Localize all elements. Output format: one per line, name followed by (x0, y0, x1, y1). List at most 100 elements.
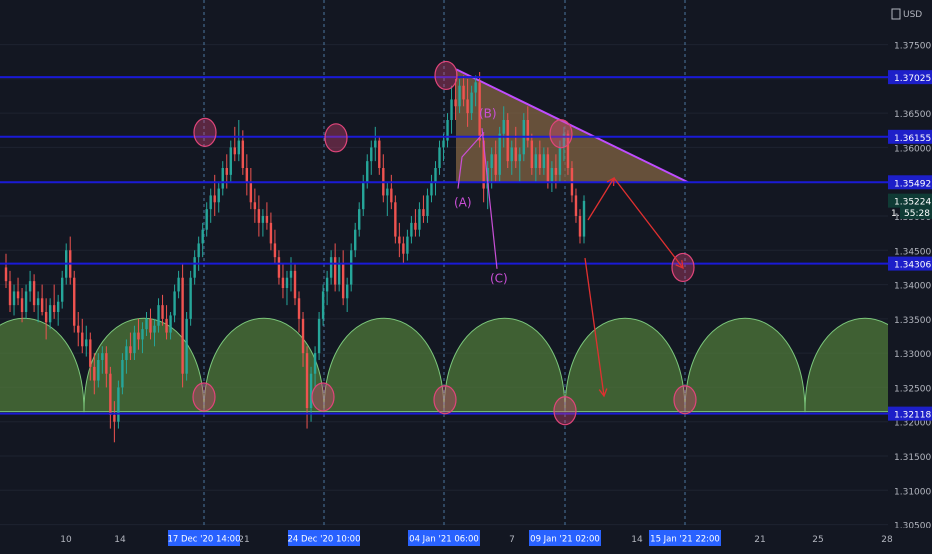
date-badge-label: 17 Dec '20 14:00 (167, 535, 240, 545)
candle (514, 147, 517, 162)
price-tick-label: 1.34500 (894, 247, 931, 257)
date-badge-label: 15 Jan '21 22:00 (650, 535, 720, 545)
candle (309, 373, 313, 408)
countdown-price-prefix: 1. (891, 209, 900, 219)
candle (60, 277, 64, 302)
candle (153, 325, 156, 333)
candle (502, 120, 505, 134)
time-tick-label: 25 (812, 535, 823, 545)
candle (201, 229, 204, 244)
projection-arrow-drop-head (598, 388, 608, 398)
highlight-marker (193, 117, 217, 147)
candle (558, 147, 562, 175)
candle (566, 133, 570, 168)
currency-label: USD (903, 10, 922, 20)
candle (478, 82, 481, 141)
level-price-badge (888, 129, 932, 144)
highlight-marker (433, 385, 457, 415)
candle (73, 277, 76, 326)
candle (333, 257, 337, 285)
candle (349, 250, 353, 285)
price-axis[interactable]: 1.375001.370001.365001.360001.355001.350… (888, 0, 932, 550)
level-price-badge (888, 406, 932, 421)
candle (149, 318, 152, 333)
level-price-badge (888, 256, 932, 271)
candle (490, 154, 493, 168)
triangle-resistance-line (455, 68, 689, 184)
currency-menu-icon[interactable] (891, 8, 901, 20)
candle (418, 209, 421, 230)
candle (370, 147, 373, 162)
candle (394, 202, 397, 237)
candle (530, 140, 534, 168)
cycle-arc (684, 317, 806, 413)
candle (133, 332, 136, 354)
candle (157, 305, 160, 326)
candle (93, 366, 96, 381)
candle (390, 188, 393, 203)
candle (28, 281, 32, 292)
date-badge (168, 530, 240, 546)
candle (562, 133, 566, 148)
cycle-arc (323, 317, 445, 413)
projection-arrow-up (587, 177, 615, 221)
date-badge (408, 530, 480, 546)
candle (24, 291, 28, 312)
candle (233, 147, 236, 155)
candle (44, 312, 48, 323)
candle (578, 216, 582, 237)
price-tick-label: 1.32000 (894, 419, 931, 429)
candle (169, 315, 172, 333)
current-price-badge (888, 193, 932, 208)
price-tick-label: 1.36000 (894, 144, 931, 154)
candle (257, 209, 261, 223)
highlight-marker (549, 119, 573, 149)
cycle-arc (0, 317, 85, 413)
cycle-arc (564, 317, 686, 413)
price-tick-label: 1.34000 (894, 282, 931, 292)
candle (574, 195, 578, 216)
candle (313, 353, 317, 374)
candle (329, 257, 333, 278)
candle (141, 329, 144, 340)
candle (470, 92, 473, 114)
candle (358, 209, 361, 230)
level-price-label: 1.34306 (894, 261, 931, 271)
candle (209, 195, 212, 210)
candle (354, 229, 357, 251)
candle (526, 120, 530, 141)
candle (378, 140, 381, 168)
date-badge-label: 04 Jan '21 06:00 (409, 535, 479, 545)
candle (337, 264, 341, 285)
date-badge-label: 09 Jan '21 02:00 (530, 535, 600, 545)
level-price-badge (888, 175, 932, 190)
candle (261, 216, 265, 223)
candle (52, 305, 56, 312)
candle (450, 99, 453, 120)
candle (237, 140, 241, 155)
price-tick-label: 1.33000 (894, 350, 931, 360)
candle (289, 270, 293, 278)
candle (137, 332, 140, 340)
candle (197, 243, 200, 258)
candle (554, 168, 558, 175)
candle (165, 318, 168, 333)
time-axis[interactable]: 10 14 21 7 14 21 25 28 17 Dec '20 14:00 24 Dec '2… (0, 528, 932, 550)
candle (32, 281, 36, 306)
price-tick-label: 1.31000 (894, 487, 931, 497)
candle (325, 277, 329, 292)
candle (277, 257, 281, 278)
wave-label-c: (C) (490, 272, 508, 286)
candle (466, 99, 469, 114)
candle (217, 188, 220, 203)
time-tick-label: 7 (509, 535, 515, 545)
candle (117, 387, 120, 422)
candle (285, 277, 289, 288)
cycle-arc (203, 317, 325, 413)
candle (582, 200, 586, 237)
candle (546, 154, 550, 182)
candle (518, 154, 521, 162)
highlight-marker (553, 396, 577, 426)
